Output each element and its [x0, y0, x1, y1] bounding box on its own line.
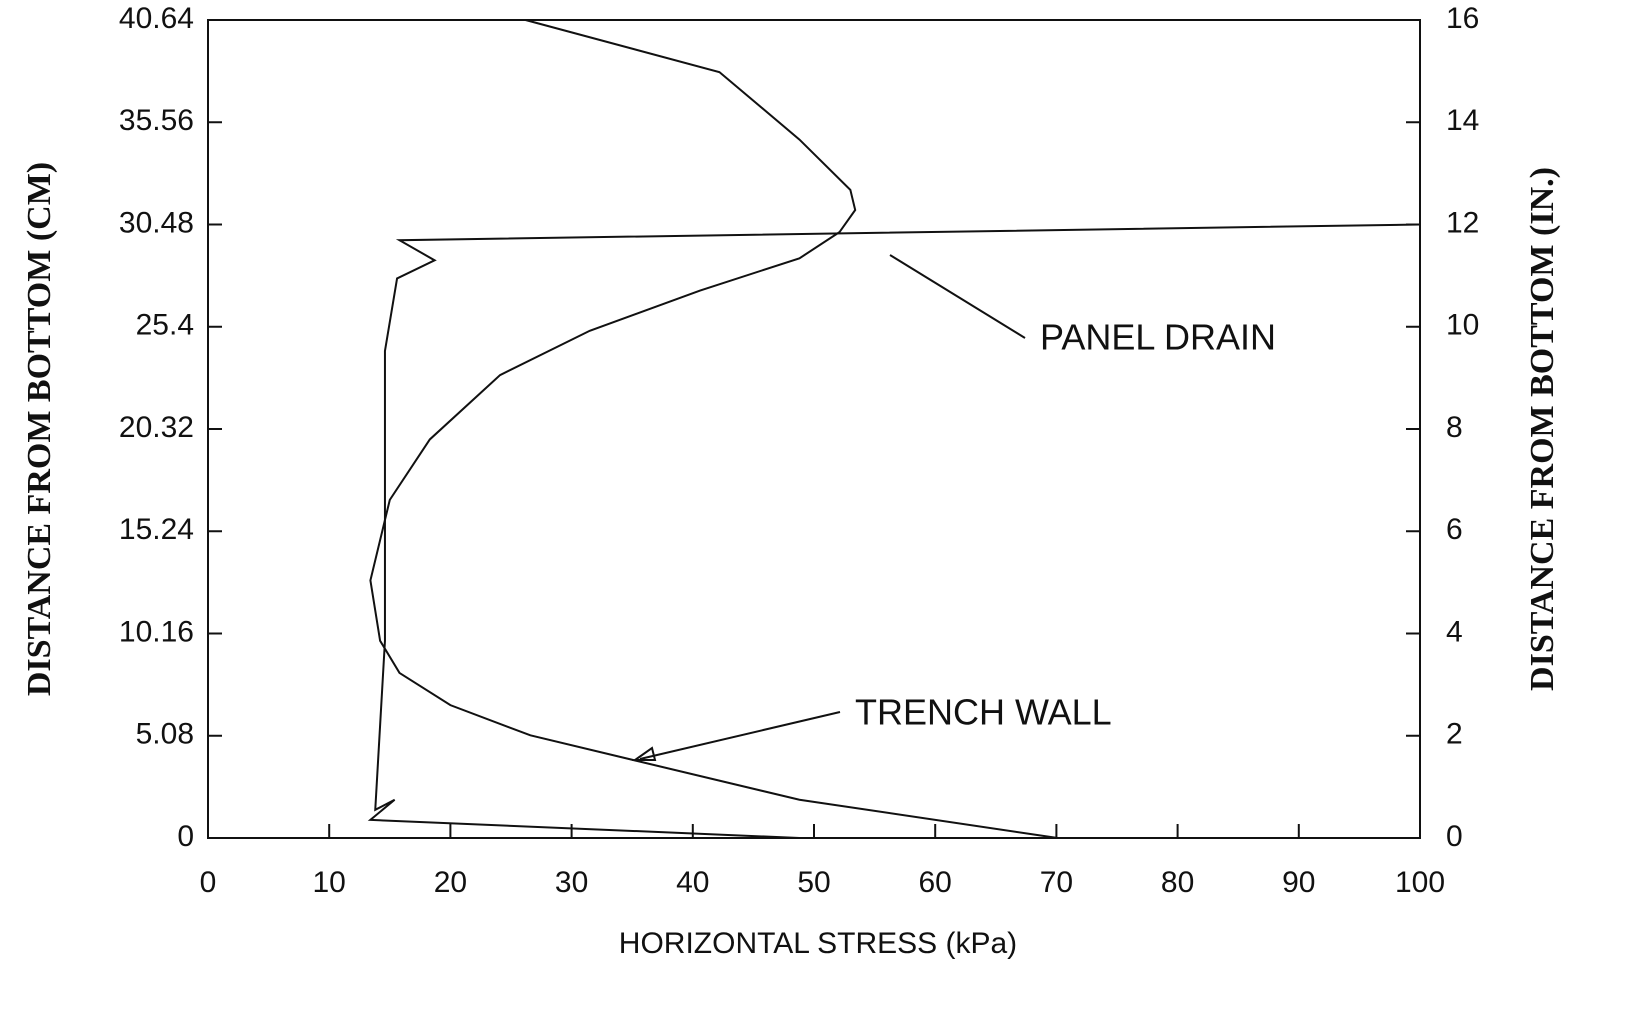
y2-axis-label: DISTANCE FROM BOTTOM (IN.): [1524, 167, 1561, 691]
y2-tick-label: 8: [1446, 411, 1463, 444]
x-tick-label: 70: [1040, 866, 1073, 899]
y2-tick-label: 0: [1446, 820, 1463, 853]
x-tick-label: 20: [434, 866, 467, 899]
arrow-head: [631, 746, 657, 761]
y-tick-label: 15.24: [119, 513, 194, 546]
x-tick-label: 30: [555, 866, 588, 899]
y-axis-label: DISTANCE FROM BOTTOM (CM): [21, 162, 58, 696]
x-tick-label: 90: [1282, 866, 1315, 899]
y-tick-label: 0: [177, 820, 194, 853]
x-tick-label: 80: [1161, 866, 1194, 899]
x-tick-label: 100: [1395, 866, 1445, 899]
y2-tick-label: 2: [1446, 718, 1463, 751]
x-tick-label: 0: [200, 866, 217, 899]
data-line: [369, 19, 1058, 839]
y-tick-label: 40.64: [119, 2, 194, 35]
y-tick-label: 25.4: [136, 309, 194, 342]
y-tick-label: 20.32: [119, 411, 194, 444]
x-axis-label: HORIZONTAL STRESS (kPa): [619, 927, 1017, 960]
x-tick-label: 40: [676, 866, 709, 899]
x-tick-label: 60: [919, 866, 952, 899]
plot-frame: [207, 19, 1421, 839]
y2-tick-label: 12: [1446, 206, 1479, 239]
y-tick-label: 10.16: [119, 615, 194, 648]
leader-line: [889, 254, 1026, 339]
x-tick-label: 10: [313, 866, 346, 899]
y2-tick-label: 6: [1446, 513, 1463, 546]
y2-tick-label: 14: [1446, 104, 1479, 137]
leader-arrow: [639, 711, 841, 760]
y-tick-label: 35.56: [119, 104, 194, 137]
y2-tick-label: 10: [1446, 309, 1479, 342]
x-tick-label: 50: [797, 866, 830, 899]
y-tick-label: 5.08: [136, 718, 194, 751]
y2-tick-label: 4: [1446, 615, 1463, 648]
y2-tick-label: 16: [1446, 2, 1479, 35]
y-tick-label: 30.48: [119, 206, 194, 239]
annotation: TRENCH WALL: [855, 692, 1112, 733]
annotation: PANEL DRAIN: [1040, 317, 1276, 358]
data-line: [367, 223, 1421, 839]
